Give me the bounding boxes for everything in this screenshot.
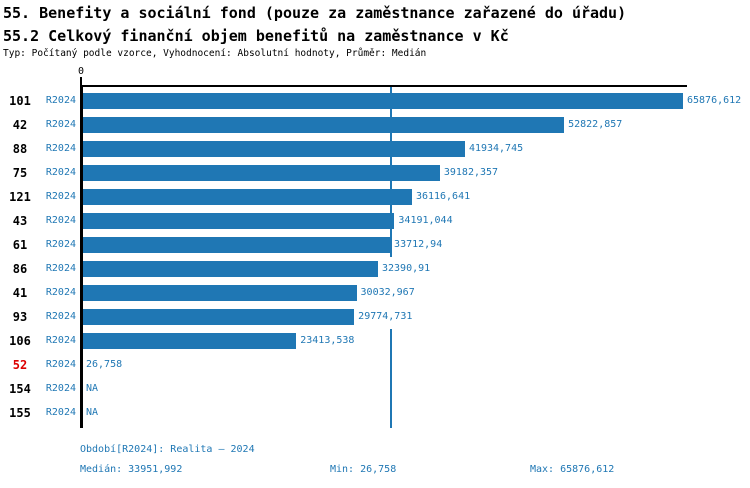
row-value-label: 33712,94 <box>393 233 444 257</box>
row-value-bar <box>83 189 412 205</box>
row-value-bar <box>83 309 355 325</box>
row-value-bar <box>83 141 465 157</box>
row-value-label: 52822,857 <box>567 113 624 137</box>
x-axis-zero-tick-mark <box>80 77 82 86</box>
footer-period-label: Období[R2024]: Realita – 2024 <box>80 444 255 455</box>
row-period-label: R2024 <box>45 263 76 274</box>
report-title-line2: 55.2 Celkový finanční objem benefitů na … <box>3 27 509 45</box>
row-period-label: R2024 <box>45 167 76 178</box>
row-org-label: 106 <box>9 334 31 348</box>
report-title-line1: 55. Benefity a sociální fond (pouze za z… <box>3 4 627 22</box>
row-value-label: 65876,612 <box>686 89 743 113</box>
row-value-bar <box>83 285 357 301</box>
row-value-bar <box>83 213 395 229</box>
row-org-label: 41 <box>12 286 28 300</box>
row-value-label: NA <box>85 377 100 401</box>
row-org-label: 101 <box>9 94 31 108</box>
row-org-label: 86 <box>12 262 28 276</box>
chart-row: 61 R2024 33712,94 <box>0 233 750 257</box>
row-value-label: NA <box>85 401 100 425</box>
row-org-label: 61 <box>12 238 28 252</box>
row-value-label: 29774,731 <box>357 305 414 329</box>
chart-row: 101 R2024 65876,612 <box>0 89 750 113</box>
row-value-label: 39182,357 <box>442 161 500 185</box>
row-value-bar <box>83 117 565 133</box>
row-period-label: R2024 <box>45 239 76 250</box>
row-value-label: 34191,044 <box>397 209 454 233</box>
row-period-label: R2024 <box>45 359 76 370</box>
x-axis-line <box>80 85 687 87</box>
chart-row: 154 R2024 NA <box>0 377 750 401</box>
row-org-label: 154 <box>9 382 31 396</box>
x-axis-zero-tick-label: 0 <box>77 66 85 77</box>
chart-row: 43 R2024 34191,044 <box>0 209 750 233</box>
row-value-label: 32390,91 <box>381 257 432 281</box>
footer-median-stat: Medián: 33951,992 <box>80 464 183 475</box>
row-value-bar <box>83 333 297 349</box>
row-value-bar <box>83 93 683 109</box>
row-period-label: R2024 <box>45 119 76 130</box>
row-period-label: R2024 <box>45 335 76 346</box>
chart-row: 106 R2024 23413,538 <box>0 329 750 353</box>
chart-row: 41 R2024 30032,967 <box>0 281 750 305</box>
row-period-label: R2024 <box>45 287 76 298</box>
row-period-label: R2024 <box>45 191 76 202</box>
chart-row: 155 R2024 NA <box>0 401 750 425</box>
row-value-label: 36116,641 <box>414 185 472 209</box>
row-org-label: 75 <box>12 166 28 180</box>
row-org-label: 155 <box>9 406 31 420</box>
chart-row: 86 R2024 32390,91 <box>0 257 750 281</box>
y-axis-line <box>80 85 83 428</box>
chart-row: 42 R2024 52822,857 <box>0 113 750 137</box>
row-period-label: R2024 <box>45 407 76 418</box>
row-value-label: 30032,967 <box>359 281 416 305</box>
row-value-label: 23413,538 <box>299 329 356 353</box>
row-org-label: 121 <box>9 190 31 204</box>
chart-row: 88 R2024 41934,745 <box>0 137 750 161</box>
row-period-label: R2024 <box>45 383 76 394</box>
footer-min-stat: Min: 26,758 <box>330 464 397 475</box>
row-value-bar <box>83 261 378 277</box>
row-org-label: 93 <box>12 310 28 324</box>
chart-row: 52 R2024 26,758 <box>0 353 750 377</box>
chart-row: 93 R2024 29774,731 <box>0 305 750 329</box>
row-period-label: R2024 <box>45 95 76 106</box>
report-subtitle: Typ: Počítaný podle vzorce, Vyhodnocení:… <box>3 48 427 59</box>
chart-row: 121 R2024 36116,641 <box>0 185 750 209</box>
row-org-label: 52 <box>12 358 28 372</box>
row-period-label: R2024 <box>45 311 76 322</box>
row-value-label: 41934,745 <box>467 137 525 161</box>
chart-row: 75 R2024 39182,357 <box>0 161 750 185</box>
row-org-label: 88 <box>12 142 28 156</box>
footer-max-stat: Max: 65876,612 <box>530 464 615 475</box>
row-org-label: 42 <box>12 118 28 132</box>
row-value-bar <box>83 165 440 181</box>
row-org-label: 43 <box>12 214 28 228</box>
row-period-label: R2024 <box>45 215 76 226</box>
row-value-bar <box>83 237 391 253</box>
row-period-label: R2024 <box>45 143 76 154</box>
row-value-label: 26,758 <box>85 353 124 377</box>
